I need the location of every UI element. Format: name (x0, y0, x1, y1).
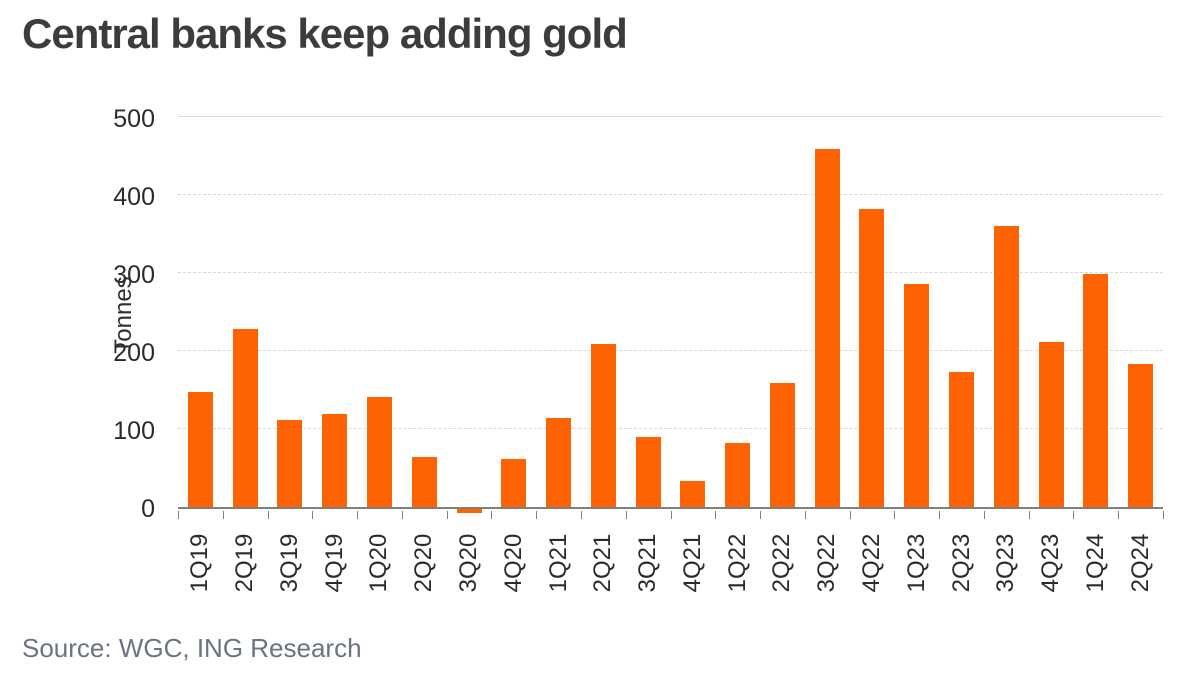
x-axis-tick (760, 511, 761, 519)
x-axis-tick (447, 511, 448, 519)
gridline-500 (178, 116, 1163, 117)
y-tick-label-500: 500 (113, 105, 155, 133)
x-axis-tick (178, 511, 179, 519)
bar-2Q23 (949, 372, 974, 507)
x-axis-tick (1118, 511, 1119, 519)
bar-1Q22 (725, 443, 750, 507)
gridline-200 (178, 350, 1163, 351)
bar-1Q24 (1083, 274, 1108, 507)
x-axis-tick (626, 511, 627, 519)
x-axis-tick (357, 511, 358, 519)
bar-2Q24 (1128, 364, 1153, 507)
gridline-100 (178, 428, 1163, 429)
x-axis-tick (536, 511, 537, 519)
bar-1Q23 (904, 284, 929, 507)
bar-1Q20 (367, 397, 392, 507)
bar-4Q22 (859, 209, 884, 507)
x-axis-tick (581, 511, 582, 519)
x-axis-tick (939, 511, 940, 519)
bar-3Q23 (994, 226, 1019, 507)
bar-2Q20 (412, 457, 437, 507)
x-axis-tick (1073, 511, 1074, 519)
y-tick-label-400: 400 (113, 183, 155, 211)
bar-3Q21 (636, 437, 661, 507)
bar-4Q21 (680, 481, 705, 507)
x-tick-label-2Q24: 2Q24 (1127, 533, 1154, 593)
bar-1Q19 (188, 392, 213, 507)
bar-3Q20 (457, 509, 482, 513)
bar-2Q21 (591, 344, 616, 507)
y-tick-label-200: 200 (113, 339, 155, 367)
gridline-300 (178, 272, 1163, 273)
bar-4Q20 (501, 459, 526, 507)
x-axis-tick (312, 511, 313, 519)
x-axis-tick (402, 511, 403, 519)
bar-4Q23 (1039, 342, 1064, 507)
x-axis-tick (850, 511, 851, 519)
x-axis-tick (984, 511, 985, 519)
plot-area (178, 116, 1163, 513)
x-axis-tick (268, 511, 269, 519)
x-axis-tick (491, 511, 492, 519)
x-axis-tick (894, 511, 895, 519)
x-axis-tick (223, 511, 224, 519)
x-axis-tick (715, 511, 716, 519)
y-tick-label-100: 100 (113, 417, 155, 445)
gridline-400 (178, 194, 1163, 195)
y-tick-label-0: 0 (141, 495, 155, 523)
x-axis-tick (805, 511, 806, 519)
bar-2Q22 (770, 383, 795, 507)
chart-title: Central banks keep adding gold (22, 10, 628, 57)
bar-1Q21 (546, 418, 571, 507)
bar-4Q19 (322, 414, 347, 507)
x-axis-tick (671, 511, 672, 519)
bar-2Q19 (233, 329, 258, 507)
x-axis-tick (1029, 511, 1030, 519)
y-tick-label-300: 300 (113, 261, 155, 289)
source-note: Source: WGC, ING Research (22, 633, 362, 663)
x-axis-tick (1163, 511, 1164, 519)
bar-3Q19 (277, 420, 302, 507)
bar-3Q22 (815, 149, 840, 507)
